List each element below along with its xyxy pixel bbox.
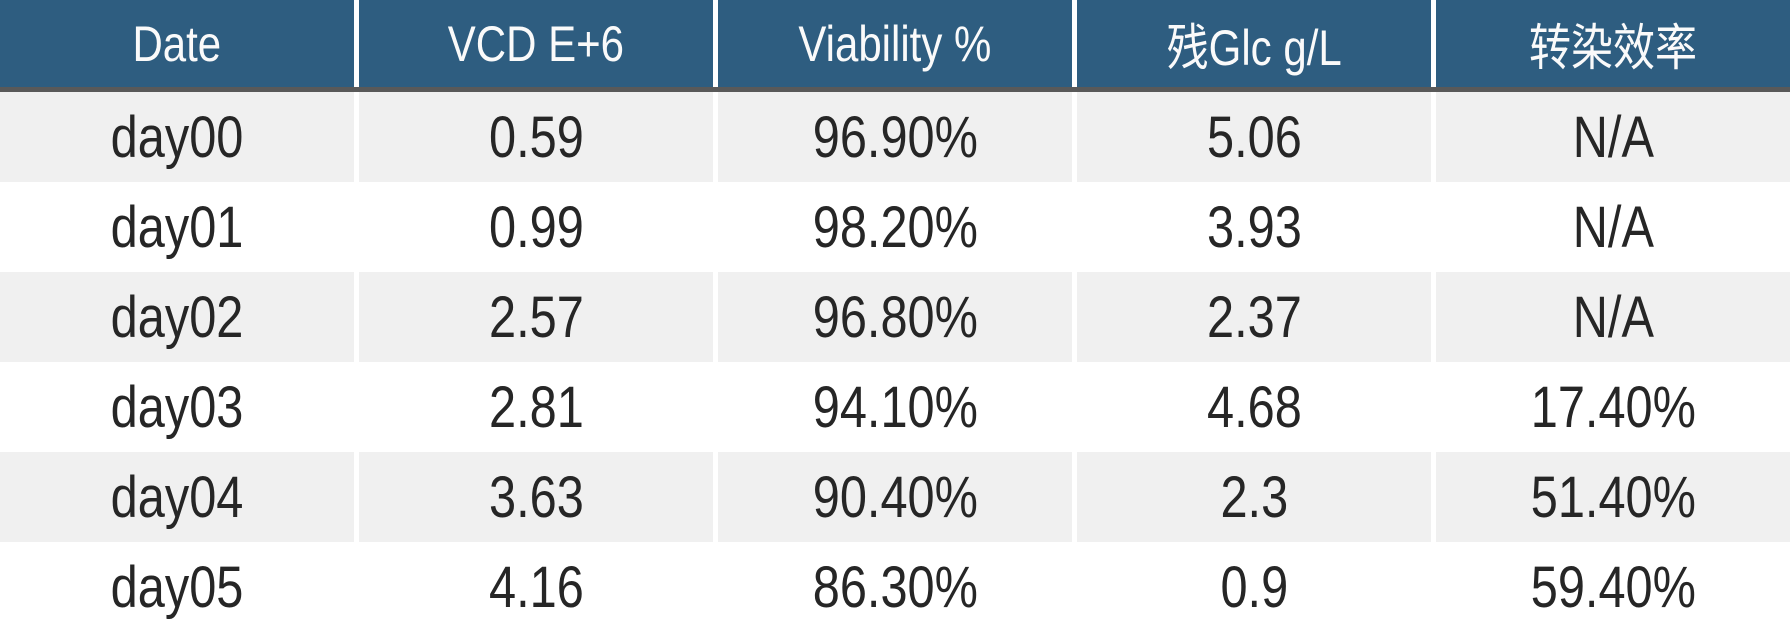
cell-text: day05 bbox=[110, 554, 244, 620]
cell-text: 90.40% bbox=[812, 464, 978, 530]
cell-text: 4.68 bbox=[1206, 374, 1302, 440]
table-cell: 51.40% bbox=[1436, 452, 1790, 542]
table-cell: 4.16 bbox=[359, 542, 713, 632]
column-header-transfection-efficiency: 转染效率 bbox=[1436, 0, 1790, 87]
cell-text: 3.63 bbox=[488, 464, 584, 530]
table-body: day00 0.59 96.90% 5.06 N/A day01 0.99 98.20% 3.9… bbox=[0, 92, 1790, 632]
table-cell: N/A bbox=[1436, 272, 1790, 362]
table-cell: 2.3 bbox=[1077, 452, 1431, 542]
column-header-label: VCD E+6 bbox=[447, 15, 625, 72]
table-cell: day04 bbox=[0, 452, 354, 542]
column-header-date: Date bbox=[0, 0, 354, 87]
cell-text: 0.9 bbox=[1220, 554, 1288, 620]
table-cell: 2.37 bbox=[1077, 272, 1431, 362]
cell-text: N/A bbox=[1572, 194, 1654, 260]
table-row: day02 2.57 96.80% 2.37 N/A bbox=[0, 272, 1790, 362]
table-cell: 2.57 bbox=[359, 272, 713, 362]
table-cell: day02 bbox=[0, 272, 354, 362]
column-header-label: Viability % bbox=[798, 15, 992, 72]
cell-text: 4.16 bbox=[488, 554, 584, 620]
table-row: day03 2.81 94.10% 4.68 17.40% bbox=[0, 362, 1790, 452]
cell-text: day00 bbox=[110, 104, 244, 170]
table-row: day05 4.16 86.30% 0.9 59.40% bbox=[0, 542, 1790, 632]
cell-text: 5.06 bbox=[1206, 104, 1302, 170]
table-cell: 98.20% bbox=[718, 182, 1072, 272]
cell-text: 96.90% bbox=[812, 104, 978, 170]
column-header-viability: Viability % bbox=[718, 0, 1072, 87]
cell-text: day01 bbox=[110, 194, 244, 260]
cell-text: 2.81 bbox=[488, 374, 584, 440]
table-cell: N/A bbox=[1436, 182, 1790, 272]
cell-text: 2.57 bbox=[488, 284, 584, 350]
column-header-label: Date bbox=[132, 15, 222, 72]
table-cell: day01 bbox=[0, 182, 354, 272]
table-cell: 90.40% bbox=[718, 452, 1072, 542]
cell-text: day04 bbox=[110, 464, 244, 530]
table-cell: 59.40% bbox=[1436, 542, 1790, 632]
table-row: day00 0.59 96.90% 5.06 N/A bbox=[0, 92, 1790, 182]
table-row: day04 3.63 90.40% 2.3 51.40% bbox=[0, 452, 1790, 542]
cell-text: 3.93 bbox=[1206, 194, 1302, 260]
cell-text: 86.30% bbox=[812, 554, 978, 620]
cell-text: N/A bbox=[1572, 104, 1654, 170]
table-cell: day05 bbox=[0, 542, 354, 632]
cell-text: 96.80% bbox=[812, 284, 978, 350]
table-cell: 94.10% bbox=[718, 362, 1072, 452]
cell-text: N/A bbox=[1572, 284, 1654, 350]
cell-text: 59.40% bbox=[1530, 554, 1696, 620]
cell-text: day03 bbox=[110, 374, 244, 440]
table-cell: 0.9 bbox=[1077, 542, 1431, 632]
cell-text: 98.20% bbox=[812, 194, 978, 260]
cell-text: day02 bbox=[110, 284, 244, 350]
table-cell: day03 bbox=[0, 362, 354, 452]
column-header-residual-glc: 残Glc g/L bbox=[1077, 0, 1431, 87]
table-cell: 96.90% bbox=[718, 92, 1072, 182]
table-cell: 96.80% bbox=[718, 272, 1072, 362]
table-cell: 0.59 bbox=[359, 92, 713, 182]
column-header-label: 残Glc g/L bbox=[1166, 19, 1342, 76]
cell-text: 94.10% bbox=[812, 374, 978, 440]
cell-text: 2.37 bbox=[1206, 284, 1302, 350]
table-cell: 3.93 bbox=[1077, 182, 1431, 272]
table-cell: 17.40% bbox=[1436, 362, 1790, 452]
cell-text: 51.40% bbox=[1530, 464, 1696, 530]
table-cell: day00 bbox=[0, 92, 354, 182]
table-cell: 4.68 bbox=[1077, 362, 1431, 452]
cell-text: 0.99 bbox=[488, 194, 584, 260]
header-bottom-rule bbox=[0, 87, 1790, 92]
table-cell: 5.06 bbox=[1077, 92, 1431, 182]
table-cell: N/A bbox=[1436, 92, 1790, 182]
column-header-label: 转染效率 bbox=[1529, 19, 1697, 76]
table-cell: 2.81 bbox=[359, 362, 713, 452]
cell-text: 17.40% bbox=[1530, 374, 1696, 440]
cell-text: 0.59 bbox=[488, 104, 584, 170]
table-cell: 3.63 bbox=[359, 452, 713, 542]
table-cell: 86.30% bbox=[718, 542, 1072, 632]
cell-text: 2.3 bbox=[1220, 464, 1288, 530]
table-header-row: Date VCD E+6 Viability % 残Glc g/L 转染效率 bbox=[0, 0, 1790, 87]
column-header-vcd: VCD E+6 bbox=[359, 0, 713, 87]
table-row: day01 0.99 98.20% 3.93 N/A bbox=[0, 182, 1790, 272]
table-cell: 0.99 bbox=[359, 182, 713, 272]
